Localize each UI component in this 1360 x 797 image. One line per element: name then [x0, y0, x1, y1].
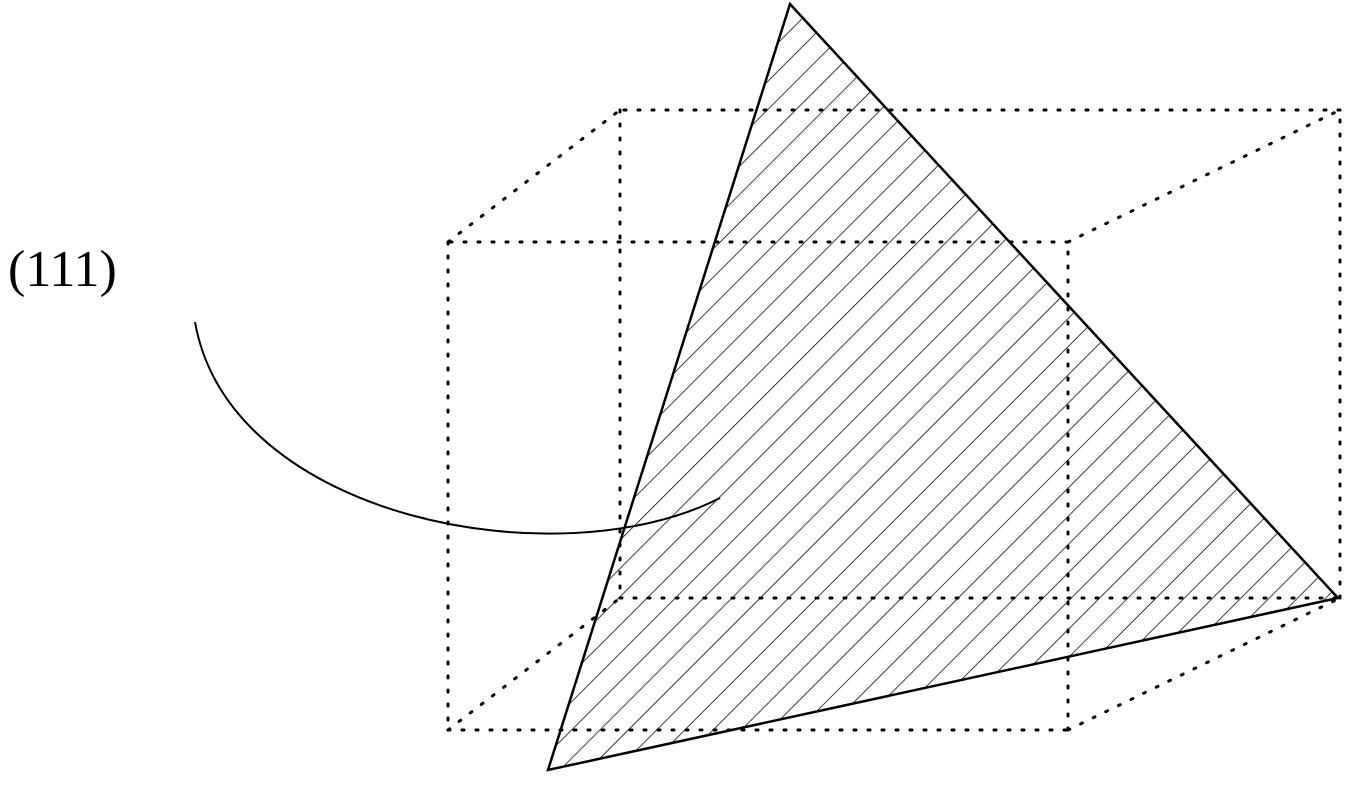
cube-edge	[448, 110, 620, 242]
cube-edge	[1068, 110, 1340, 242]
hatch-fill	[0, 0, 1360, 792]
hatched-fill-group	[0, 0, 1360, 792]
miller-index-label: (111)	[8, 240, 117, 299]
diagram-svg	[0, 0, 1360, 792]
crystallographic-diagram: (111)	[0, 0, 1360, 792]
